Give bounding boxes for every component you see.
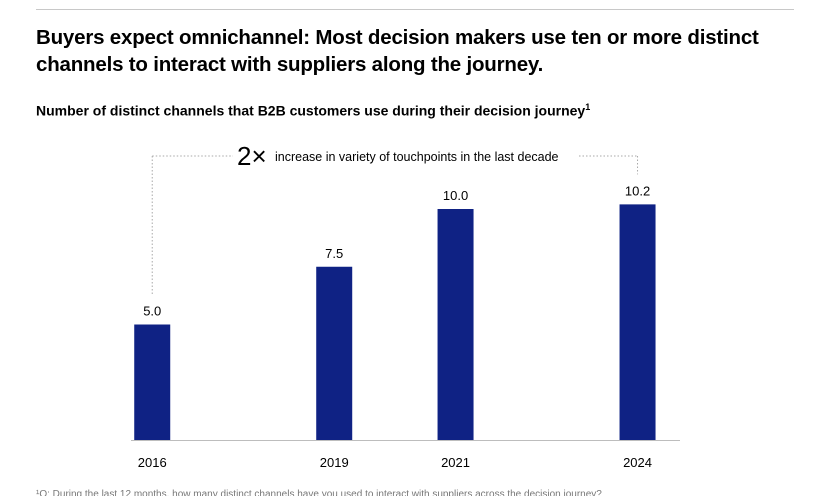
chart-title-text: Number of distinct channels that B2B cus… [36,102,586,119]
bar [316,266,353,440]
bar [437,209,474,440]
x-tick-label: 2021 [441,455,470,470]
value-label: 10.2 [625,183,650,198]
x-tick-label: 2024 [623,455,652,470]
footnote: ¹Q: During the last 12 months, how many … [36,489,602,496]
x-tick-label: 2019 [320,455,349,470]
value-label: 5.0 [143,304,161,319]
annotation-multiplier: 2× [237,141,267,171]
value-label: 7.5 [325,246,343,261]
chart-title-footnote-marker: 1 [585,102,591,112]
top-divider [36,9,794,10]
bar [134,324,171,440]
x-tick-label: 2016 [138,455,167,470]
page-title: Buyers expect omnichannel: Most decision… [36,26,759,76]
annotation-text: increase in variety of touchpoints in th… [275,150,559,164]
value-label: 10.0 [443,188,468,203]
bar [619,204,656,440]
chart-title: Number of distinct channels that B2B cus… [36,102,816,119]
